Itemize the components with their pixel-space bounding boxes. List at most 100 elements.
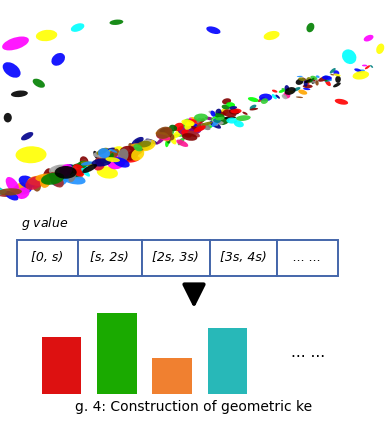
Ellipse shape xyxy=(36,30,57,41)
Ellipse shape xyxy=(100,151,117,163)
Text: [s, 2s): [s, 2s) xyxy=(90,251,129,264)
Ellipse shape xyxy=(275,95,280,99)
Ellipse shape xyxy=(236,115,251,121)
Ellipse shape xyxy=(191,127,196,136)
Ellipse shape xyxy=(249,105,256,109)
Ellipse shape xyxy=(284,85,289,91)
Ellipse shape xyxy=(212,118,218,126)
Ellipse shape xyxy=(333,83,341,87)
Ellipse shape xyxy=(188,119,201,124)
Text: ... ...: ... ... xyxy=(293,251,322,264)
Ellipse shape xyxy=(325,80,331,86)
Ellipse shape xyxy=(0,187,2,195)
Ellipse shape xyxy=(16,146,47,163)
Ellipse shape xyxy=(197,118,201,123)
Ellipse shape xyxy=(81,162,93,165)
Ellipse shape xyxy=(156,137,165,145)
Ellipse shape xyxy=(79,159,88,168)
Ellipse shape xyxy=(35,173,56,182)
Ellipse shape xyxy=(59,164,73,177)
Ellipse shape xyxy=(261,98,268,104)
Ellipse shape xyxy=(72,169,83,179)
Ellipse shape xyxy=(331,74,334,75)
Ellipse shape xyxy=(136,142,150,150)
Ellipse shape xyxy=(55,166,77,179)
Ellipse shape xyxy=(298,89,307,95)
Ellipse shape xyxy=(205,117,214,120)
Ellipse shape xyxy=(107,154,126,169)
Ellipse shape xyxy=(282,94,287,99)
Ellipse shape xyxy=(137,141,151,148)
Ellipse shape xyxy=(293,87,300,92)
Ellipse shape xyxy=(234,120,244,127)
Ellipse shape xyxy=(40,175,50,188)
Ellipse shape xyxy=(51,53,65,66)
Ellipse shape xyxy=(358,70,365,73)
Ellipse shape xyxy=(3,62,21,78)
Ellipse shape xyxy=(0,188,22,195)
Bar xyxy=(17,240,78,276)
Ellipse shape xyxy=(76,161,88,169)
Ellipse shape xyxy=(128,143,135,151)
Ellipse shape xyxy=(248,97,259,102)
Ellipse shape xyxy=(305,79,313,83)
Ellipse shape xyxy=(215,109,221,114)
Ellipse shape xyxy=(61,173,85,184)
Ellipse shape xyxy=(306,77,312,83)
Ellipse shape xyxy=(229,109,240,114)
Ellipse shape xyxy=(47,171,70,179)
Ellipse shape xyxy=(160,132,170,141)
Ellipse shape xyxy=(218,112,226,116)
Ellipse shape xyxy=(97,166,118,179)
Ellipse shape xyxy=(335,76,341,83)
Ellipse shape xyxy=(105,150,122,163)
Ellipse shape xyxy=(133,144,142,151)
Ellipse shape xyxy=(94,162,104,170)
Ellipse shape xyxy=(296,79,303,85)
Ellipse shape xyxy=(222,105,230,109)
Bar xyxy=(277,240,338,276)
Ellipse shape xyxy=(17,187,29,199)
Ellipse shape xyxy=(207,123,212,128)
Ellipse shape xyxy=(182,133,197,141)
Ellipse shape xyxy=(224,116,236,119)
Ellipse shape xyxy=(194,126,206,132)
Text: g. 4: Construction of geometric ke: g. 4: Construction of geometric ke xyxy=(75,399,313,413)
Ellipse shape xyxy=(5,191,18,201)
Ellipse shape xyxy=(172,129,183,138)
Ellipse shape xyxy=(49,165,70,175)
Ellipse shape xyxy=(201,123,211,130)
Ellipse shape xyxy=(354,68,361,72)
Ellipse shape xyxy=(81,168,90,177)
Ellipse shape xyxy=(334,73,341,76)
Text: [3s, 4s): [3s, 4s) xyxy=(220,251,267,264)
Ellipse shape xyxy=(156,127,173,139)
Ellipse shape xyxy=(99,148,115,155)
Ellipse shape xyxy=(318,76,328,82)
Ellipse shape xyxy=(210,111,215,117)
Ellipse shape xyxy=(307,23,314,32)
Ellipse shape xyxy=(272,94,277,99)
Ellipse shape xyxy=(282,88,286,92)
Ellipse shape xyxy=(303,88,310,90)
Ellipse shape xyxy=(93,151,109,158)
Bar xyxy=(142,240,210,276)
Ellipse shape xyxy=(297,76,303,77)
Ellipse shape xyxy=(364,35,374,42)
Ellipse shape xyxy=(166,133,175,140)
Ellipse shape xyxy=(226,117,237,123)
Ellipse shape xyxy=(68,173,76,182)
Ellipse shape xyxy=(28,176,51,186)
Ellipse shape xyxy=(159,128,168,133)
Ellipse shape xyxy=(263,31,280,40)
Ellipse shape xyxy=(191,126,199,131)
Ellipse shape xyxy=(226,102,235,107)
Text: $g$ value: $g$ value xyxy=(21,215,69,232)
Ellipse shape xyxy=(95,156,109,164)
Ellipse shape xyxy=(376,44,384,54)
Ellipse shape xyxy=(109,20,123,25)
Ellipse shape xyxy=(97,148,108,155)
Ellipse shape xyxy=(176,139,188,147)
Ellipse shape xyxy=(303,84,313,88)
Bar xyxy=(152,358,192,394)
